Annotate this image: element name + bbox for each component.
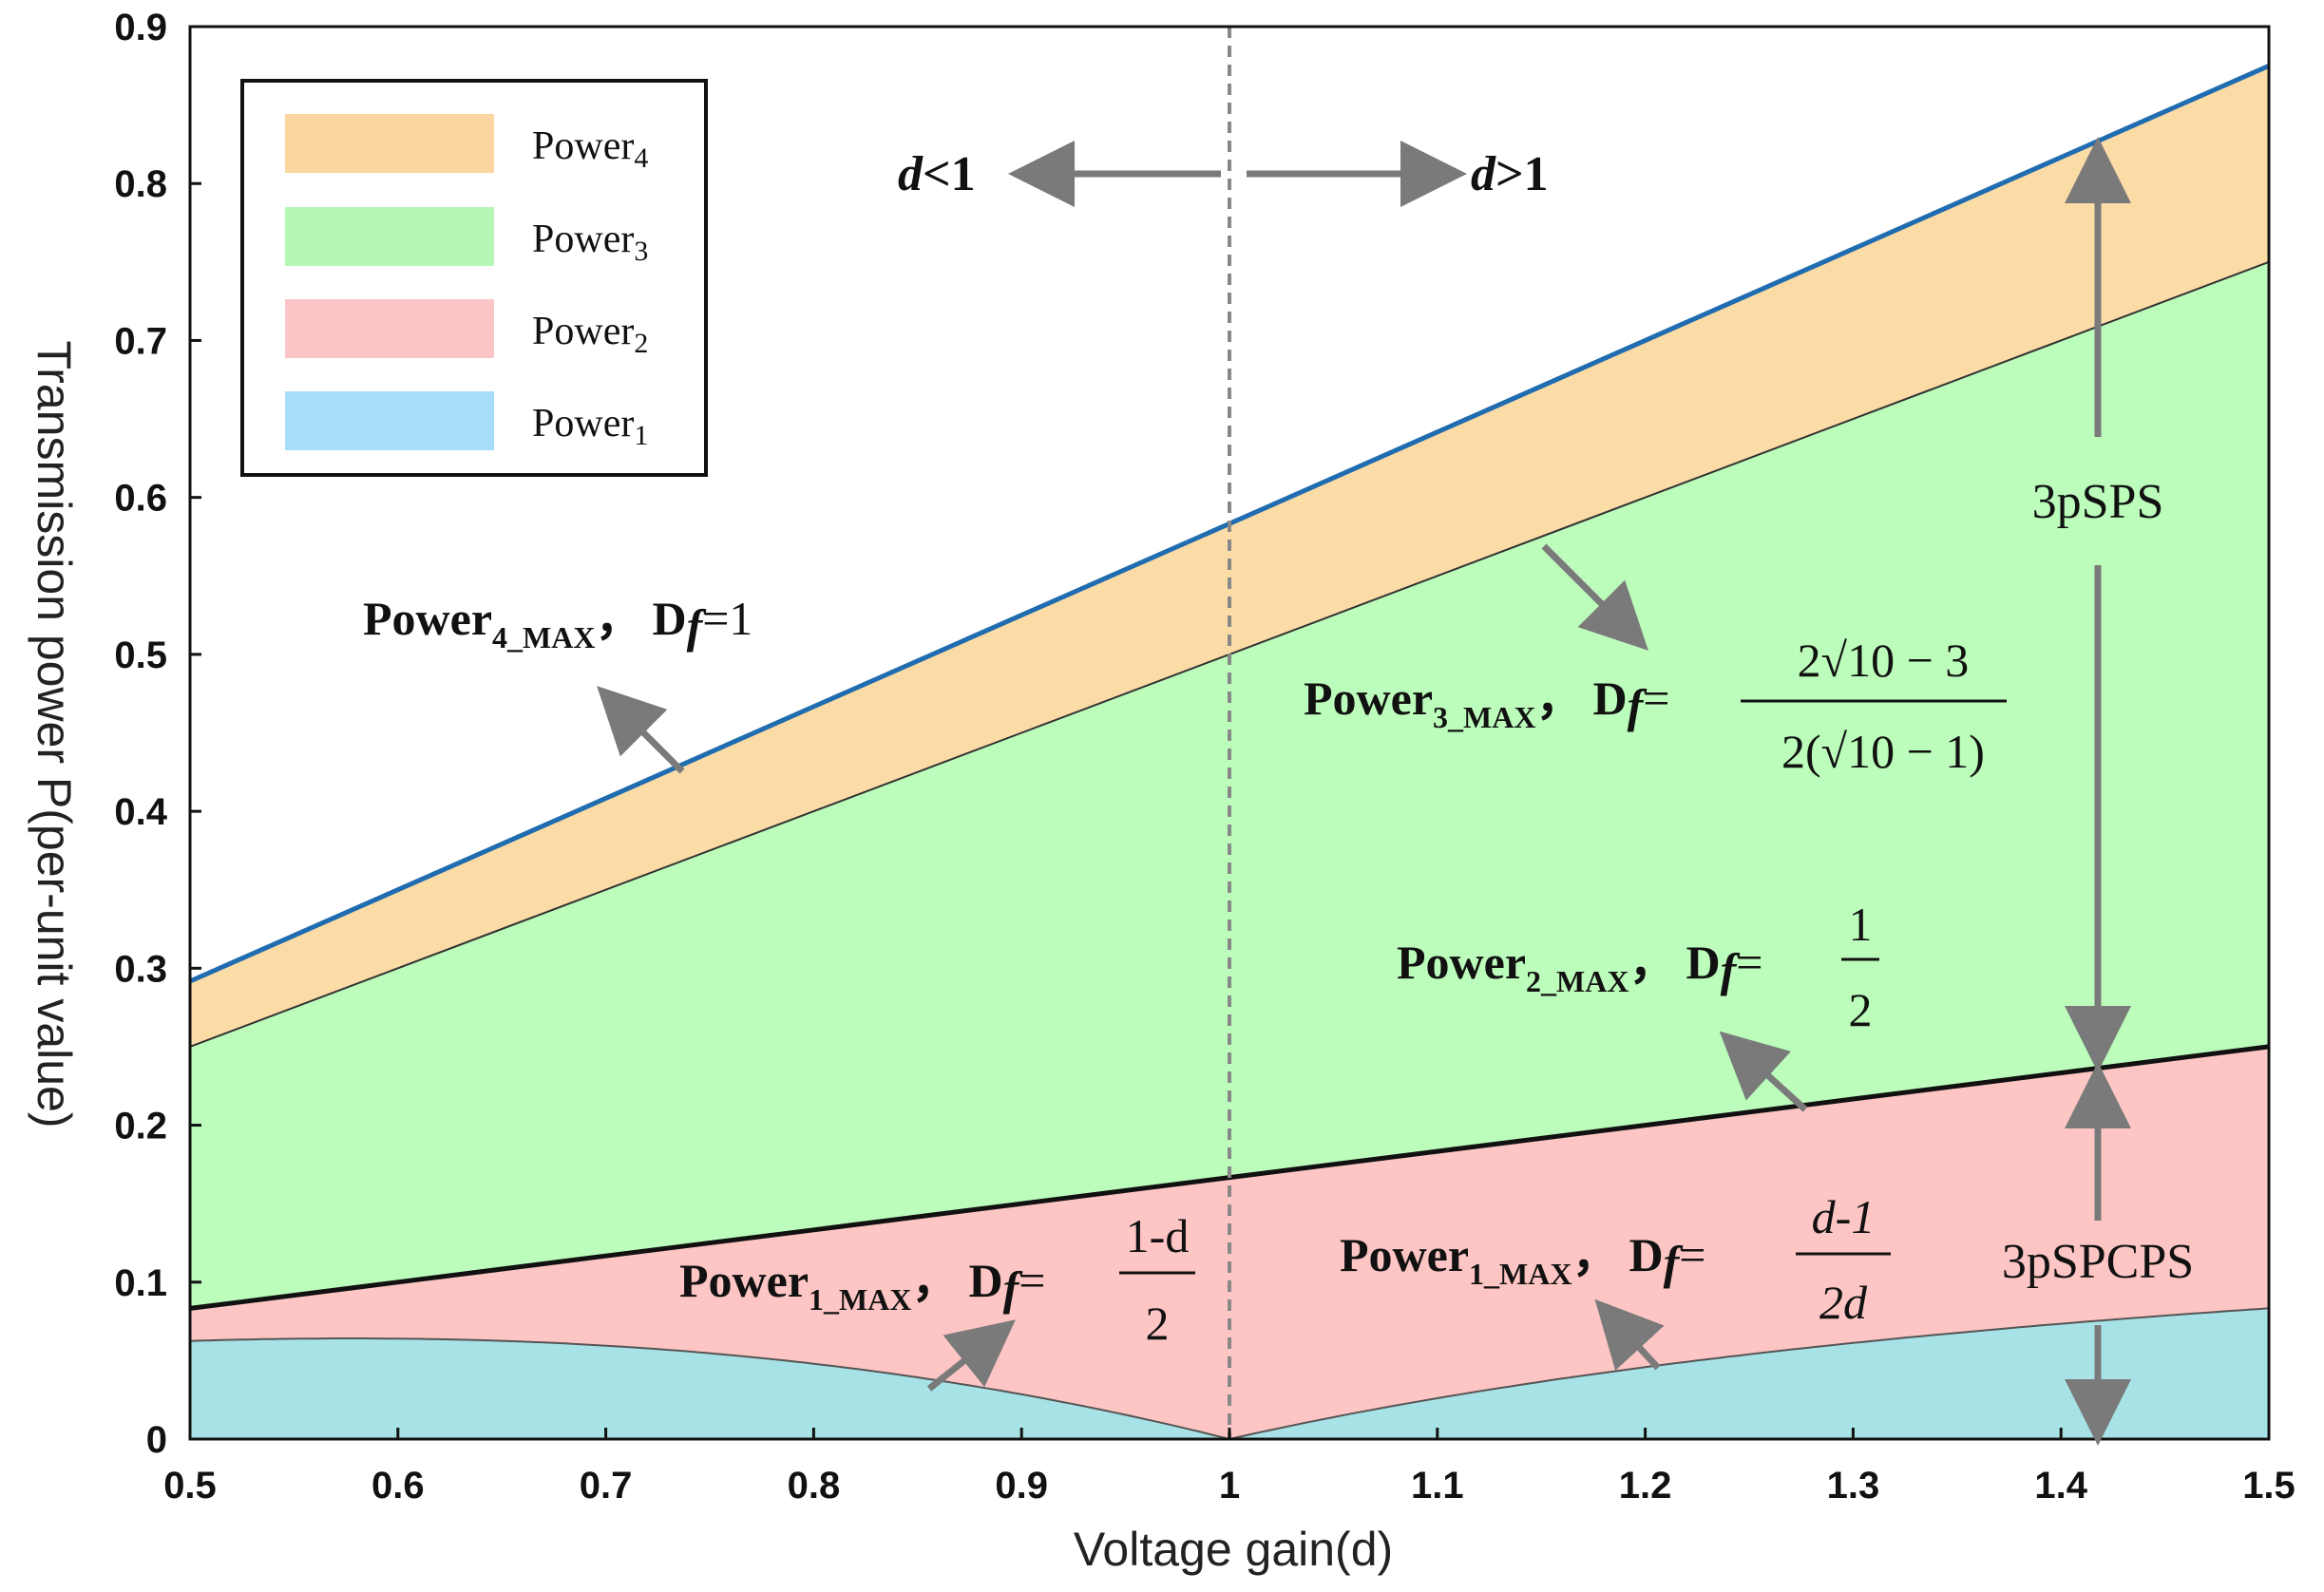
svg-text:1-d: 1-d [1126,1209,1190,1262]
y-tick-label: 0.3 [114,948,167,990]
x-tick-label: 1.2 [1619,1465,1672,1507]
y-tick-label: 0.8 [114,163,167,205]
region-label-right: d>1 [1471,147,1549,201]
x-tick-label: 1 [1219,1465,1240,1507]
annotation-arrow-power1-right [1594,1298,1665,1371]
y-axis-ticks: 0 0.1 0.2 0.3 0.4 0.5 0.6 0.7 0.8 0.9 [114,7,201,1461]
x-tick-label: 1.3 [1827,1465,1880,1507]
x-tick-label: 0.6 [371,1465,425,1507]
annotation-power1-max-right: Power1_MAX， Df= d-1 2d [1340,1190,1891,1371]
y-tick-label: 0.9 [114,7,167,48]
mode-brackets: 3pSPS 3pSPCPS [2002,137,2194,1446]
y-tick-label: 0.1 [114,1262,167,1304]
x-tick-label: 0.5 [163,1465,217,1507]
x-tick-label: 1.1 [1411,1465,1464,1507]
x-tick-label: 0.8 [788,1465,841,1507]
x-axis-ticks: 0.5 0.6 0.7 0.8 0.9 1 1.1 1.2 1.3 1.4 1.5 [163,1428,2295,1507]
x-tick-label: 1.4 [2034,1465,2087,1507]
x-tick-label: 0.7 [580,1465,633,1507]
svg-text:Power1_MAX，Df=: Power1_MAX， Df= [1340,1228,1705,1291]
area-power1 [190,1308,2269,1439]
y-tick-label: 0.7 [114,320,167,362]
legend-item-power1: Power1 [285,391,648,451]
y-axis-label: Transmission power P(per-unit value) [28,340,81,1128]
region-label-left: d<1 [898,147,976,201]
annotation-arrow-power3 [1541,543,1648,651]
legend-item-power4: Power4 [285,114,648,174]
svg-text:Power2_MAX，Df=: Power2_MAX， Df= [1397,936,1762,998]
svg-text:Power4_MAX，Df=1: Power4_MAX， Df=1 [363,592,752,654]
bracket-3psps-label: 3pSPS [2032,475,2164,529]
y-tick-label: 0.4 [114,791,167,833]
svg-text:2d: 2d [1819,1276,1868,1329]
annotation-arrow-power1-left [926,1319,1016,1392]
x-tick-label: 1.5 [2242,1465,2295,1507]
svg-text:2: 2 [1146,1297,1170,1350]
y-tick-label: 0 [146,1419,167,1461]
svg-text:Power4: Power4 [532,124,648,174]
legend-item-power2: Power2 [285,299,648,359]
x-tick-label: 0.9 [995,1465,1048,1507]
svg-text:Power3: Power3 [532,218,648,267]
x-axis-label: Voltage gain(d) [1074,1523,1393,1576]
annotation-power3-max: Power3_MAX， Df= 2√10 − 3 2(√10 − 1) [1304,543,2007,778]
y-tick-label: 0.2 [114,1106,167,1147]
svg-text:1: 1 [1849,898,1873,951]
annotation-power4-max: Power4_MAX， Df=1 [363,592,752,774]
y-tick-label: 0.5 [114,635,167,676]
svg-text:Power1_MAX，Df=: Power1_MAX， Df= [679,1254,1045,1317]
legend-item-power3: Power3 [285,207,648,267]
svg-text:Power2: Power2 [532,310,648,359]
y-tick-label: 0.6 [114,478,167,520]
region-indicator: d<1 d>1 [898,141,1549,207]
bracket-3pspcps-label: 3pSPCPS [2002,1235,2194,1289]
svg-text:d-1: d-1 [1812,1190,1876,1243]
area-power4 [190,66,2269,1047]
svg-text:Power1: Power1 [532,402,648,451]
legend: Power4 Power3 Power2 Power1 [240,79,708,477]
svg-text:2(√10 − 1): 2(√10 − 1) [1781,725,1985,778]
svg-text:2: 2 [1849,983,1873,1036]
annotation-arrow-power4 [597,686,685,774]
svg-text:Power3_MAX，Df=: Power3_MAX， Df= [1304,672,1669,734]
annotation-power2-max: Power2_MAX， Df= 1 2 [1397,898,1879,1112]
svg-text:2√10 − 3: 2√10 − 3 [1798,634,1970,687]
annotation-power1-max-left: Power1_MAX， Df= 1-d 2 [679,1209,1195,1392]
annotation-arrow-power2 [1719,1031,1808,1112]
